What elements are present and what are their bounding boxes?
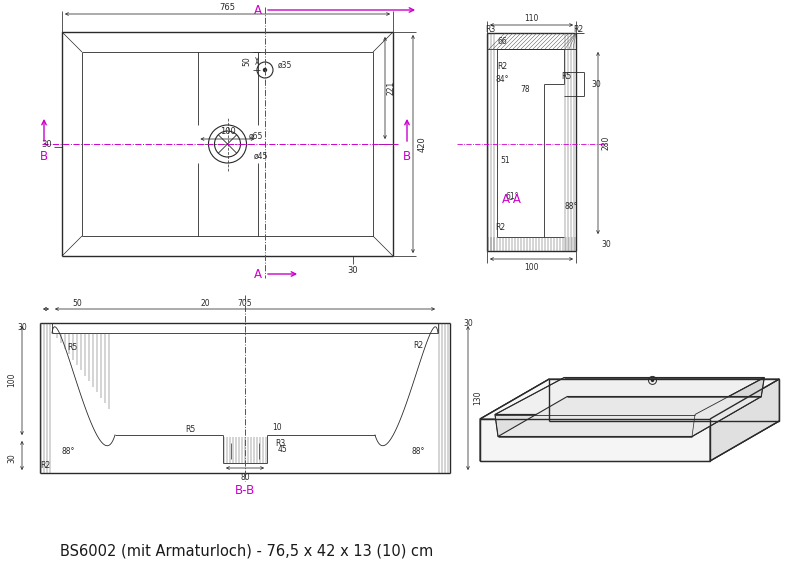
- Polygon shape: [495, 414, 695, 436]
- Text: 61°: 61°: [506, 192, 518, 200]
- Text: A-A: A-A: [502, 192, 522, 206]
- Text: 280: 280: [602, 136, 610, 150]
- Text: 66: 66: [497, 37, 507, 45]
- Text: R5: R5: [185, 425, 195, 435]
- Text: 30: 30: [42, 139, 52, 149]
- Text: 705: 705: [238, 299, 252, 307]
- Text: 765: 765: [219, 2, 235, 12]
- Text: ø65: ø65: [248, 131, 262, 141]
- Text: 20: 20: [200, 299, 210, 307]
- Text: B: B: [403, 149, 411, 163]
- Text: 78: 78: [521, 84, 530, 94]
- Text: 100: 100: [524, 263, 538, 271]
- Text: 30: 30: [17, 324, 27, 332]
- Circle shape: [651, 379, 654, 381]
- Text: A: A: [254, 3, 262, 16]
- Text: 88°: 88°: [411, 447, 425, 456]
- Text: 100: 100: [7, 373, 17, 388]
- Text: 30: 30: [463, 318, 473, 328]
- Polygon shape: [480, 421, 779, 461]
- Text: 10: 10: [272, 422, 282, 432]
- Text: R5: R5: [561, 71, 571, 81]
- Text: R5: R5: [67, 343, 77, 353]
- Text: R3: R3: [485, 24, 495, 34]
- Text: 84°: 84°: [495, 74, 509, 84]
- Text: 221: 221: [386, 81, 395, 95]
- Text: 420: 420: [418, 136, 426, 152]
- Polygon shape: [692, 378, 764, 436]
- Text: 130: 130: [474, 391, 482, 406]
- Circle shape: [263, 69, 266, 71]
- Polygon shape: [710, 379, 779, 461]
- Polygon shape: [495, 378, 764, 414]
- Polygon shape: [550, 379, 779, 421]
- Text: A: A: [254, 267, 262, 281]
- Text: 30: 30: [591, 80, 601, 88]
- Text: 30: 30: [7, 453, 17, 463]
- Text: 110: 110: [524, 13, 538, 23]
- Text: R2: R2: [495, 223, 505, 231]
- Text: 50: 50: [72, 299, 82, 307]
- Text: 30: 30: [348, 266, 358, 274]
- Text: R2: R2: [497, 62, 507, 70]
- Text: 50: 50: [242, 56, 251, 66]
- Text: R2: R2: [413, 340, 423, 350]
- Text: R2: R2: [573, 24, 583, 34]
- Text: 88°: 88°: [564, 202, 578, 210]
- Text: 88°: 88°: [62, 447, 74, 456]
- Text: BS6002 (mit Armaturloch) - 76,5 x 42 x 13 (10) cm: BS6002 (mit Armaturloch) - 76,5 x 42 x 1…: [60, 543, 434, 558]
- Text: B-B: B-B: [235, 485, 255, 497]
- Text: 80: 80: [240, 472, 250, 482]
- Text: 51: 51: [500, 156, 510, 165]
- Text: 45: 45: [277, 444, 287, 454]
- Text: 30: 30: [601, 239, 611, 249]
- Polygon shape: [480, 379, 779, 419]
- Polygon shape: [480, 379, 550, 461]
- Text: R2: R2: [40, 461, 50, 469]
- Text: ø35: ø35: [278, 60, 292, 70]
- Text: ø45: ø45: [254, 152, 268, 160]
- Text: 100: 100: [220, 127, 235, 135]
- Polygon shape: [487, 33, 576, 49]
- Polygon shape: [480, 419, 710, 461]
- Text: B: B: [40, 149, 48, 163]
- Polygon shape: [498, 396, 762, 436]
- Text: R3: R3: [275, 439, 285, 447]
